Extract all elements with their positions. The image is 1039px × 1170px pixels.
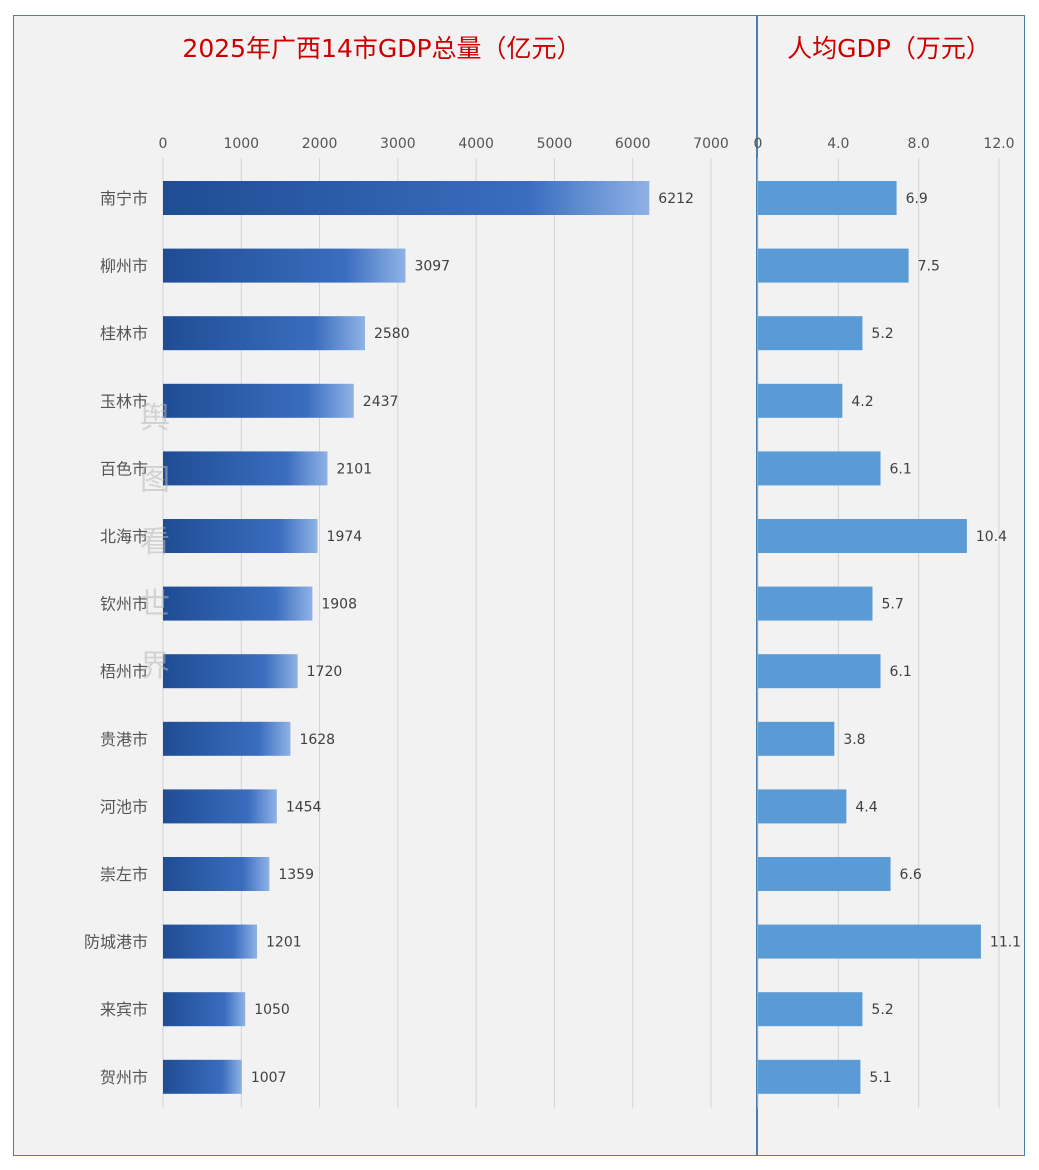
data-label: 6212: [658, 191, 694, 207]
watermark-char: 舆: [140, 401, 170, 436]
tick-label: 1000: [223, 136, 259, 152]
data-label: 2580: [374, 326, 410, 342]
bar: [758, 721, 835, 756]
data-label: 3097: [414, 259, 450, 275]
category-label: 百色市: [100, 459, 148, 478]
category-label: 崇左市: [100, 865, 148, 884]
gdp-per-capita-title: 人均GDP（万元）: [787, 34, 991, 63]
tick-label: 0: [159, 136, 168, 152]
data-label: 5.2: [871, 326, 893, 342]
tick-label: 0: [754, 136, 763, 152]
category-label: 玉林市: [100, 392, 148, 411]
category-label: 柳州市: [100, 257, 148, 276]
data-label: 6.1: [890, 461, 912, 477]
bar: [758, 857, 891, 891]
data-label: 2437: [363, 394, 399, 410]
data-label: 6.9: [906, 191, 928, 207]
category-label: 防城港市: [84, 933, 148, 952]
data-label: 4.2: [851, 394, 873, 410]
data-label: 1908: [321, 597, 357, 613]
category-label: 梧州市: [100, 662, 148, 681]
data-label: 4.4: [855, 799, 877, 815]
tick-label: 5000: [537, 136, 573, 152]
category-label: 贺州市: [100, 1068, 148, 1087]
data-label: 1454: [286, 799, 322, 815]
data-label: 1050: [254, 1002, 290, 1018]
category-label: 来宾市: [100, 1000, 148, 1019]
bar: [758, 992, 863, 1027]
category-label: 河池市: [100, 797, 148, 816]
data-label: 2101: [336, 461, 372, 477]
tick-label: 2000: [302, 136, 338, 152]
bar: [163, 721, 291, 756]
bar: [758, 248, 909, 283]
data-label: 5.2: [871, 1002, 893, 1018]
bar: [163, 857, 270, 891]
gdp-total-panel: 0 1000 2000 3000 4000 5000 6000 7000 6212 南宁市 3097…: [84, 136, 729, 1108]
gdp-per-capita-panel: 0 4.0 8.0 12.0 6.9 7.5 5.2 4.2 6.1 10.4 5.7 6.1 3.8 4…: [754, 136, 1021, 1108]
tick-label: 3000: [380, 136, 416, 152]
bar: [163, 519, 318, 553]
bar: [163, 586, 313, 621]
tick-label: 4000: [458, 136, 494, 152]
data-label: 1720: [307, 664, 343, 680]
bar: [163, 316, 365, 351]
data-label: 1359: [278, 867, 314, 883]
data-label: 1628: [299, 732, 335, 748]
bar: [163, 924, 258, 959]
bar: [163, 451, 328, 486]
bar: [758, 789, 847, 824]
bar: [163, 383, 354, 418]
data-label: 5.1: [869, 1070, 891, 1086]
data-label: 5.7: [881, 597, 903, 613]
watermark-char: 看: [140, 525, 170, 560]
category-label: 北海市: [100, 527, 148, 546]
bar: [758, 586, 873, 621]
bar: [163, 654, 298, 689]
category-label: 贵港市: [100, 730, 148, 749]
data-label: 3.8: [843, 732, 865, 748]
bar: [758, 924, 981, 959]
data-label: 6.6: [900, 867, 922, 883]
bar: [163, 789, 277, 824]
category-label: 桂林市: [100, 324, 148, 343]
tick-label: 4.0: [827, 136, 849, 152]
watermark-char: 界: [140, 649, 170, 684]
data-label: 11.1: [990, 935, 1021, 951]
tick-label: 12.0: [983, 136, 1014, 152]
bar: [758, 383, 843, 418]
category-label: 南宁市: [100, 189, 148, 208]
bar: [758, 654, 881, 689]
data-label: 1007: [251, 1070, 287, 1086]
tick-label: 6000: [615, 136, 651, 152]
bar: [163, 248, 406, 283]
watermark-char: 世: [140, 587, 170, 622]
bar: [758, 451, 881, 486]
data-label: 1974: [327, 529, 363, 545]
bar: [758, 1059, 861, 1094]
tick-label: 8.0: [908, 136, 930, 152]
bar: [758, 181, 897, 215]
bar: [163, 181, 650, 215]
category-label: 钦州市: [100, 595, 148, 614]
data-label: 6.1: [890, 664, 912, 680]
bar: [163, 1059, 242, 1094]
data-label: 10.4: [976, 529, 1007, 545]
panel-divider: [756, 15, 758, 1156]
gdp-total-title: 2025年广西14市GDP总量（亿元）: [182, 34, 581, 63]
bar: [163, 992, 246, 1027]
data-label: 7.5: [918, 259, 940, 275]
watermark-char: 图: [140, 463, 170, 498]
bar: [758, 519, 967, 553]
tick-label: 7000: [693, 136, 729, 152]
data-label: 1201: [266, 935, 302, 951]
bar: [758, 316, 863, 351]
